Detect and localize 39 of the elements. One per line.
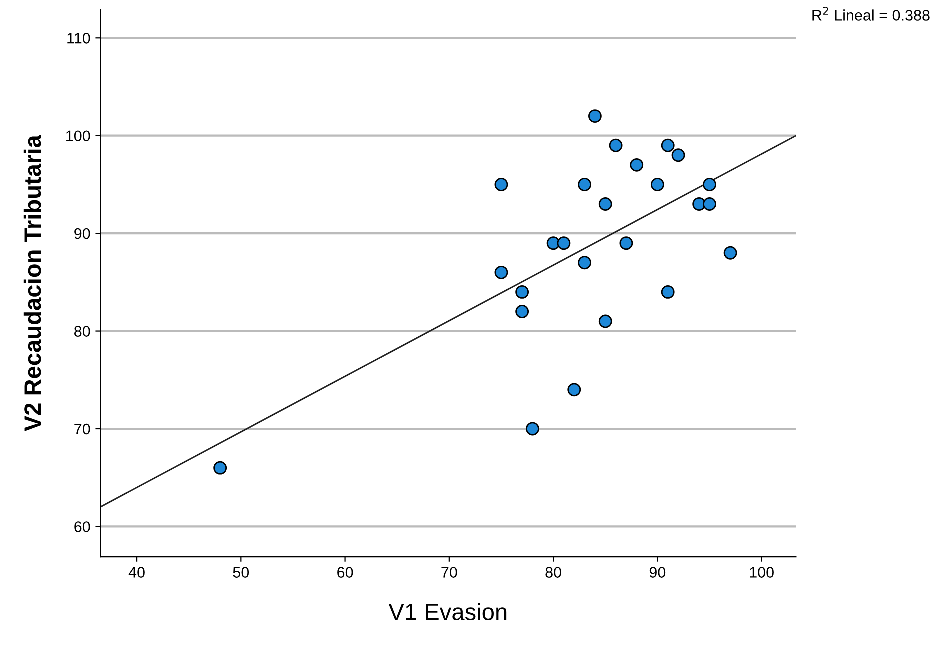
point (598, 198, 612, 211)
x-axis-title: V1 Evasion (388, 603, 507, 621)
x-tick-label: 80 (546, 567, 562, 578)
point (578, 256, 592, 270)
point (516, 285, 530, 299)
point (494, 178, 508, 192)
point (516, 305, 530, 318)
point (650, 178, 664, 192)
x-tick-label: 100 (750, 567, 774, 578)
y-tick-label: 90 (74, 228, 90, 240)
point (578, 178, 592, 192)
x-tick-label: 50 (233, 567, 250, 578)
y-axis-title: V2 Recaudacion Tributaria (24, 134, 42, 432)
point (661, 285, 675, 299)
x-tick-label: 40 (128, 567, 145, 578)
x-tick-label: 70 (442, 567, 458, 578)
point (598, 314, 612, 328)
point (494, 266, 508, 280)
point (672, 148, 686, 162)
y-tick-label: 110 (68, 33, 90, 44)
point (568, 383, 582, 397)
point (620, 236, 634, 250)
point (703, 178, 716, 192)
y-tick-label: 80 (74, 326, 90, 337)
y-tick-label: 70 (74, 424, 90, 435)
point (526, 422, 540, 436)
point (609, 138, 623, 152)
y-tick-label: 100 (66, 130, 90, 142)
point (557, 236, 571, 250)
y-tick-label: 60 (74, 522, 90, 532)
point (724, 246, 738, 260)
point (630, 158, 644, 172)
text: R$^{2}$ Lineal = 0.388 (812, 6, 930, 21)
point (588, 110, 602, 124)
x-tick-label: 90 (650, 567, 666, 578)
x-tick-label: 60 (338, 567, 354, 578)
point (703, 198, 716, 211)
point (661, 138, 675, 152)
point (214, 461, 228, 475)
